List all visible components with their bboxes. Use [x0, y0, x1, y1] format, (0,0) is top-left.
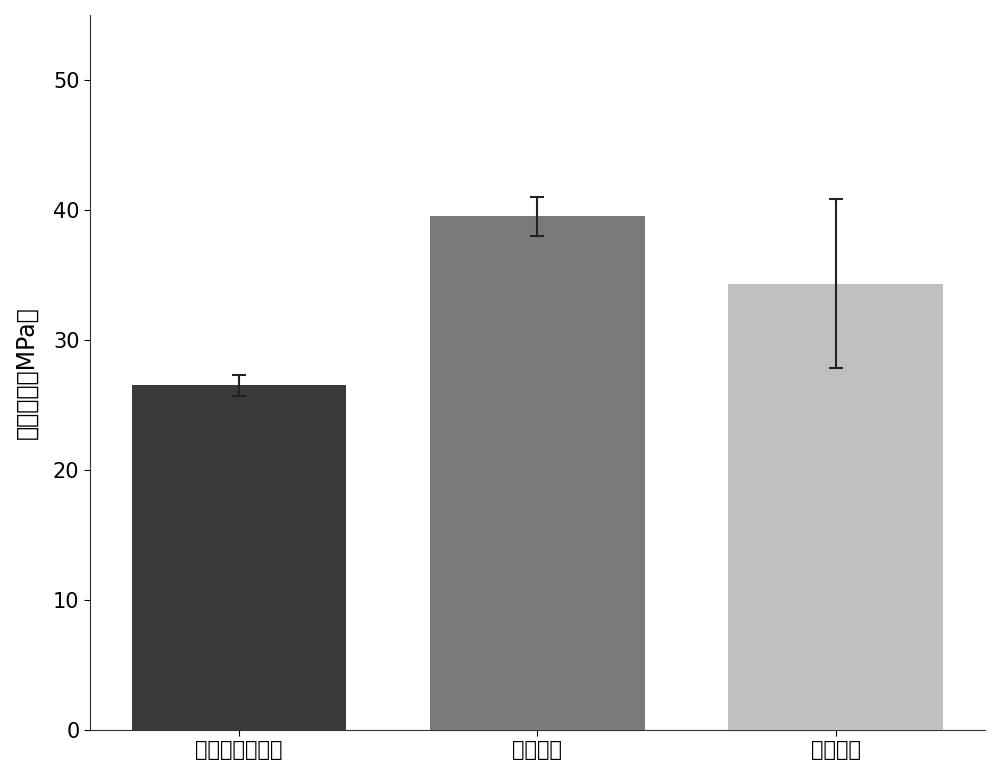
Bar [132, 385, 346, 729]
Y-axis label: 粘接强度（MPa）: 粘接强度（MPa） [15, 306, 39, 439]
Bar [728, 284, 943, 729]
Bar [430, 216, 645, 729]
